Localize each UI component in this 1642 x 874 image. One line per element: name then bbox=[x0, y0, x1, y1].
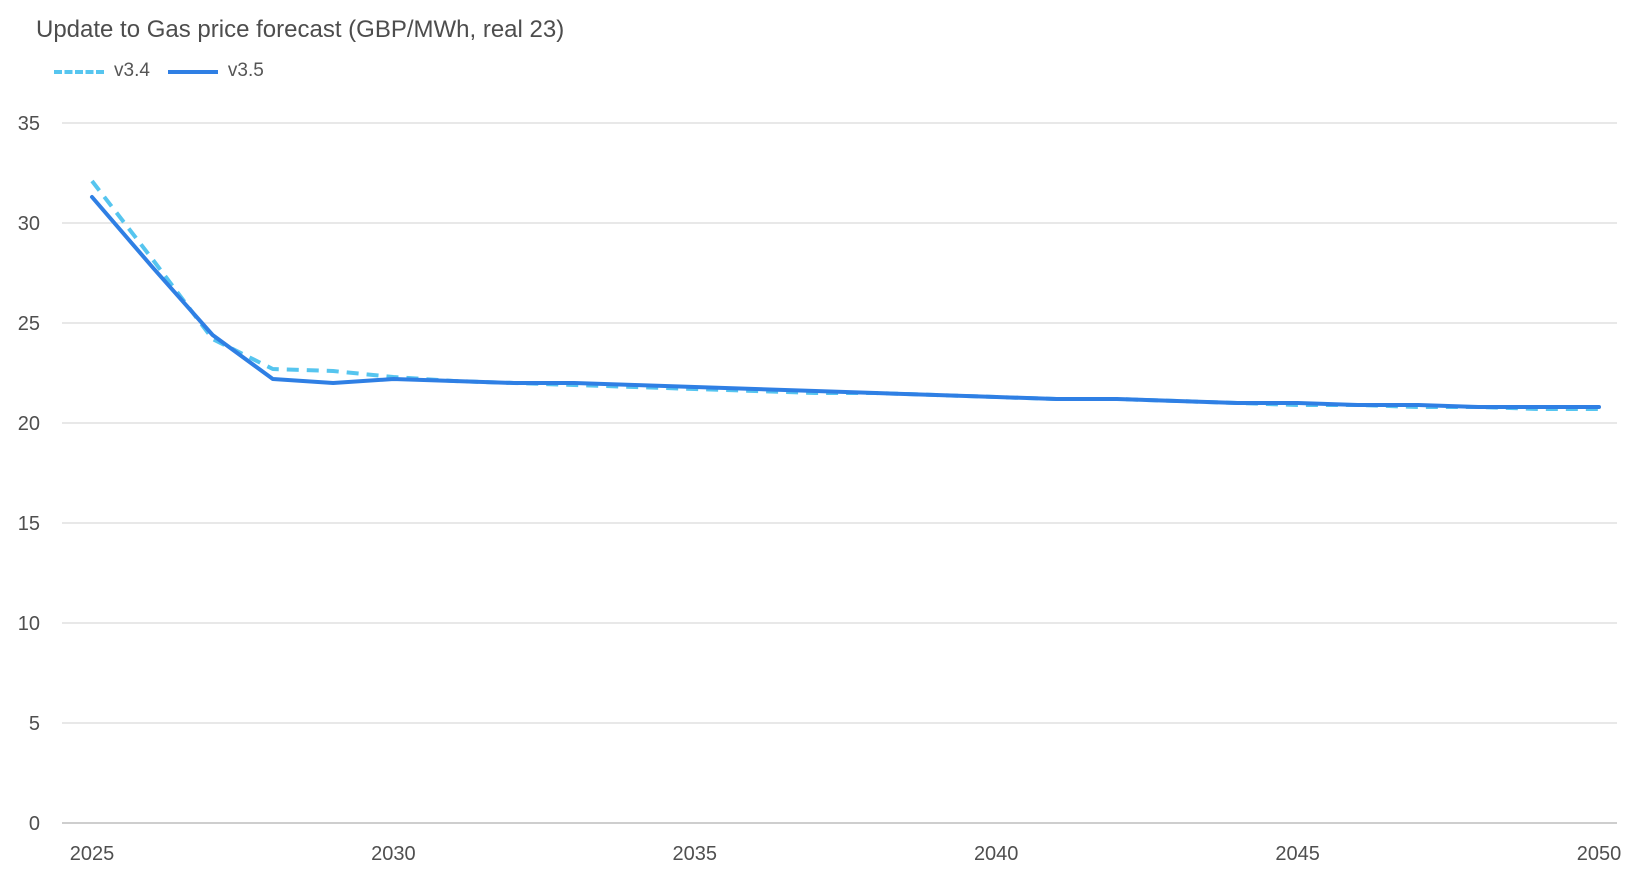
data-point-v35 bbox=[753, 387, 757, 391]
legend-swatch-v35 bbox=[167, 66, 218, 76]
legend-swatch-v34 bbox=[54, 66, 104, 76]
data-point-v35 bbox=[1597, 405, 1601, 409]
data-point-v35 bbox=[331, 381, 335, 385]
y-tick-label: 15 bbox=[18, 513, 40, 535]
y-tick-label: 35 bbox=[18, 113, 40, 135]
data-point-v35 bbox=[572, 381, 576, 385]
data-point-v35 bbox=[1115, 397, 1119, 401]
x-tick-label: 2045 bbox=[1275, 843, 1320, 865]
data-point-v35 bbox=[90, 195, 94, 199]
x-tick-label: 2025 bbox=[70, 843, 115, 865]
x-tick-label: 2030 bbox=[371, 843, 416, 865]
y-tick-label: 5 bbox=[29, 713, 40, 735]
series-line-v34 bbox=[90, 179, 1599, 411]
data-point-v35 bbox=[1537, 405, 1541, 409]
series-line-v35 bbox=[90, 195, 1601, 409]
data-point-v35 bbox=[994, 395, 998, 399]
data-point-v34 bbox=[150, 257, 154, 261]
data-point-v35 bbox=[1054, 397, 1058, 401]
chart-title: Update to Gas price forecast (GBP/MWh, r… bbox=[36, 16, 565, 43]
y-tick-label: 30 bbox=[18, 213, 40, 235]
legend-item-v35: v3.5 bbox=[167, 60, 264, 82]
data-point-v35 bbox=[813, 389, 817, 393]
data-point-v35 bbox=[1416, 403, 1420, 407]
legend-item-v34: v3.4 bbox=[54, 60, 150, 82]
legend-label-v34: v3.4 bbox=[114, 60, 150, 81]
data-point-v34 bbox=[271, 367, 275, 371]
data-point-v35 bbox=[1356, 403, 1360, 407]
data-point-v35 bbox=[211, 333, 215, 337]
data-point-v34 bbox=[90, 179, 94, 183]
data-point-v35 bbox=[1175, 399, 1179, 403]
y-tick-label: 0 bbox=[29, 813, 40, 835]
data-point-v35 bbox=[1235, 401, 1239, 405]
x-tick-label: 2035 bbox=[673, 843, 718, 865]
x-tick-label: 2050 bbox=[1577, 843, 1622, 865]
x-tick-label: 2040 bbox=[974, 843, 1019, 865]
data-point-v35 bbox=[633, 383, 637, 387]
legend-label-v35: v3.5 bbox=[227, 60, 264, 81]
data-point-v35 bbox=[1296, 401, 1300, 405]
data-point-v35 bbox=[452, 379, 456, 383]
data-point-v35 bbox=[693, 385, 697, 389]
y-tick-label: 10 bbox=[18, 613, 40, 635]
data-point-v35 bbox=[512, 381, 516, 385]
y-tick-label: 25 bbox=[18, 313, 40, 335]
legend: v3.4 v3.5 bbox=[54, 60, 264, 82]
data-point-v35 bbox=[934, 393, 938, 397]
data-point-v35 bbox=[1476, 405, 1480, 409]
data-point-v35 bbox=[150, 265, 154, 269]
data-point-v34 bbox=[331, 369, 335, 373]
data-point-v35 bbox=[391, 377, 395, 381]
y-tick-label: 20 bbox=[18, 413, 40, 435]
data-point-v35 bbox=[271, 377, 275, 381]
data-point-v35 bbox=[874, 391, 878, 395]
